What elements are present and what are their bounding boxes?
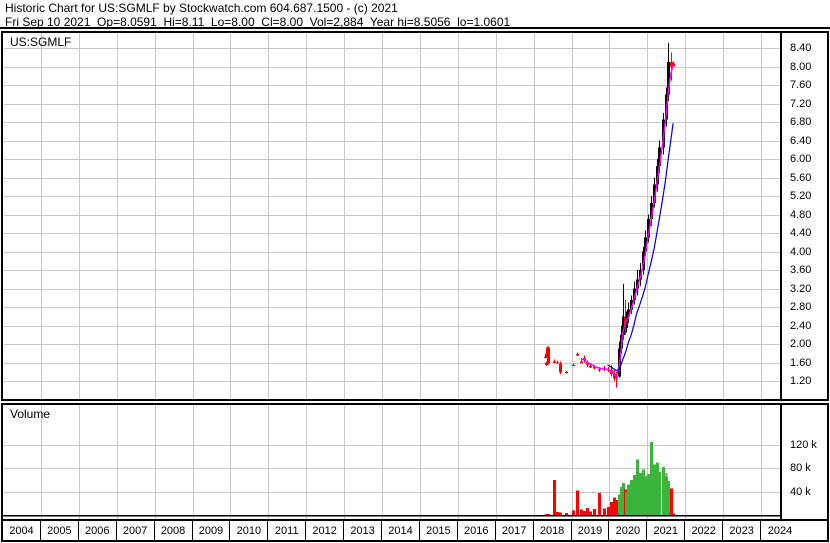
price-axis-tick: 1.60 bbox=[790, 356, 812, 369]
price-panel-label: US:SGMLF bbox=[10, 35, 72, 49]
price-axis-tick: 8.00 bbox=[790, 60, 812, 73]
price-axis-tick: 6.00 bbox=[790, 153, 812, 165]
price-axis-tick: 8.40 bbox=[790, 42, 812, 54]
price-axis-tick: 2.40 bbox=[790, 319, 812, 332]
volume-y-axis: 120 k 80 k 40 k bbox=[784, 405, 829, 519]
date-axis-year: 2015 bbox=[420, 521, 458, 541]
chart-title: Historic Chart for US:SGMLF by Stockwatc… bbox=[5, 1, 398, 15]
price-chart-svg bbox=[3, 33, 780, 399]
date-axis-year: 2023 bbox=[723, 521, 762, 541]
price-plot-area[interactable]: US:SGMLF bbox=[3, 33, 782, 399]
date-axis-year: 2007 bbox=[117, 521, 155, 541]
date-axis-year: 2018 bbox=[534, 521, 572, 541]
volume-axis-tick: 40 k bbox=[790, 485, 811, 498]
chart-header: Historic Chart for US:SGMLF by Stockwatc… bbox=[0, 0, 830, 29]
date-axis-year: 2019 bbox=[572, 521, 610, 541]
price-axis-tick: 1.20 bbox=[790, 375, 812, 387]
date-axis-year: 2011 bbox=[268, 521, 307, 541]
price-panel: US:SGMLF 8.40 8.00 7.60 7.20 6.80 6.40 6.00 5.6… bbox=[1, 31, 829, 401]
volume-panel: Volume 120 k 80 k 40 k bbox=[1, 403, 829, 521]
price-axis-tick: 6.80 bbox=[790, 116, 812, 128]
price-axis-tick: 3.60 bbox=[790, 264, 812, 276]
volume-chart-svg bbox=[3, 405, 780, 519]
price-axis-tick: 5.20 bbox=[790, 190, 812, 202]
price-axis-tick: 4.40 bbox=[790, 227, 812, 239]
date-axis-year: 2006 bbox=[79, 521, 117, 541]
volume-panel-label: Volume bbox=[10, 407, 51, 421]
price-axis-tick: 7.60 bbox=[790, 79, 812, 91]
price-axis-tick: 2.00 bbox=[790, 338, 812, 350]
date-axis-year: 2013 bbox=[344, 521, 382, 541]
price-axis-tick: 6.40 bbox=[790, 134, 812, 147]
price-axis-tick: 5.60 bbox=[790, 171, 812, 184]
date-axis-year: 2016 bbox=[458, 521, 496, 541]
date-axis-year: 2021 bbox=[647, 521, 686, 541]
date-axis: 2004 2005 2006 2007 2008 2009 2010 2011 2012 2013… bbox=[1, 521, 829, 542]
volume-axis-tick: 120 k bbox=[790, 438, 817, 451]
date-axis-year: 2005 bbox=[41, 521, 79, 541]
date-axis-year: 2010 bbox=[230, 521, 269, 541]
price-axis-tick: 2.80 bbox=[790, 301, 812, 313]
date-axis-year: 2020 bbox=[609, 521, 648, 541]
chart-quote-line: Fri Sep 10 2021 Op=8.0591 Hi=8.11 Lo=8.0… bbox=[5, 15, 511, 29]
price-axis-tick: 3.20 bbox=[790, 282, 812, 295]
price-axis-tick: 7.20 bbox=[790, 97, 812, 110]
date-axis-year: 2012 bbox=[306, 521, 345, 541]
date-axis-year: 2014 bbox=[382, 521, 420, 541]
date-axis-year: 2004 bbox=[3, 521, 41, 541]
date-axis-year: 2017 bbox=[496, 521, 534, 541]
volume-plot-area[interactable]: Volume bbox=[3, 405, 782, 519]
date-axis-year: 2008 bbox=[155, 521, 193, 541]
volume-axis-tick: 80 k bbox=[790, 462, 811, 475]
price-axis-tick: 4.80 bbox=[790, 208, 812, 221]
date-axis-year: 2009 bbox=[193, 521, 231, 541]
price-axis-tick: 4.00 bbox=[790, 245, 812, 258]
date-axis-year: 2022 bbox=[685, 521, 724, 541]
price-y-axis: 8.40 8.00 7.60 7.20 6.80 6.40 6.00 5.60 5.20 4.80… bbox=[784, 33, 829, 399]
date-axis-year: 2024 bbox=[767, 525, 793, 537]
